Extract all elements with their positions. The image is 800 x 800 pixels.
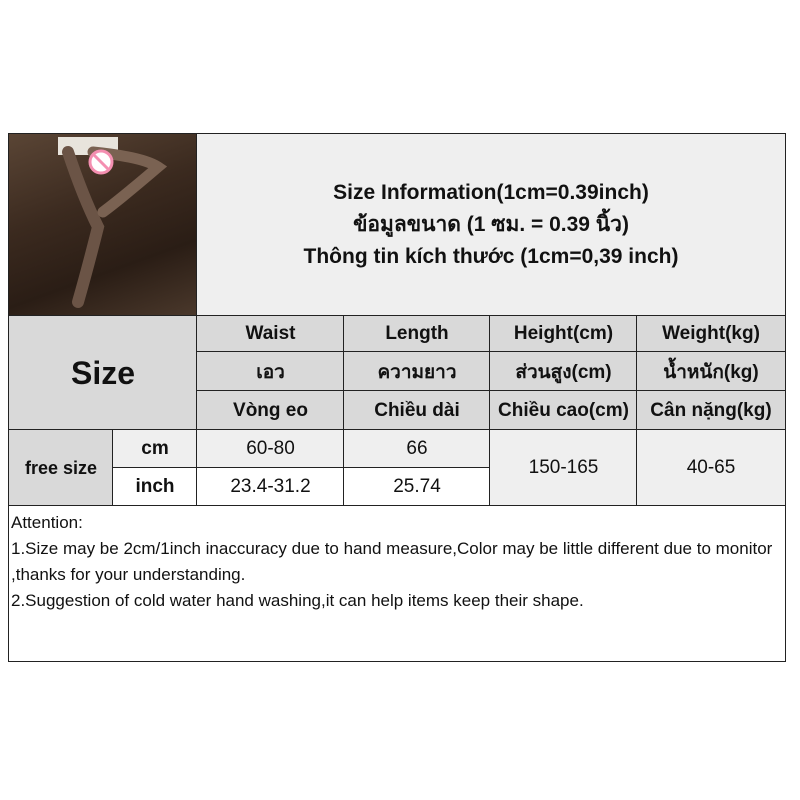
header-length: Length <box>343 315 491 353</box>
weight-value: 40-65 <box>636 429 786 507</box>
attention-note-1: 1.Size may be 2cm/1inch inaccuracy due t… <box>11 539 773 584</box>
header-waist: Waist <box>196 315 345 353</box>
attention-heading: Attention: <box>11 513 83 532</box>
header-length-thai: ความยาว <box>343 351 491 392</box>
attention-note-2: 2.Suggestion of cold water hand washing,… <box>11 591 584 610</box>
header-weight-vietnamese: Cân nặng(kg) <box>636 390 786 431</box>
product-photo <box>8 133 198 316</box>
unit-cm: cm <box>112 429 198 469</box>
unit-inch: inch <box>112 467 198 507</box>
title-english: Size Information(1cm=0.39inch) <box>333 180 649 204</box>
height-value: 150-165 <box>489 429 638 507</box>
header-weight: Weight(kg) <box>636 315 786 353</box>
waist-cm-value: 60-80 <box>196 429 345 469</box>
header-height-thai: ส่วนสูง(cm) <box>489 351 638 392</box>
size-label: Size <box>8 315 198 431</box>
title-thai: ข้อมูลขนาด (1 ซม. = 0.39 นิ้ว) <box>353 212 629 236</box>
model-legs-image <box>58 136 168 308</box>
header-waist-vietnamese: Vòng eo <box>196 390 345 431</box>
row-label-free-size: free size <box>8 429 114 507</box>
header-length-vietnamese: Chiều dài <box>343 390 491 431</box>
header-height-vietnamese: Chiều cao(cm) <box>489 390 638 431</box>
header-weight-thai: น้ำหนัก(kg) <box>636 351 786 392</box>
length-inch-value: 25.74 <box>343 467 491 507</box>
title-vietnamese: Thông tin kích thước (1cm=0,39 inch) <box>303 244 679 268</box>
length-cm-value: 66 <box>343 429 491 469</box>
header-waist-thai: เอว <box>196 351 345 392</box>
header-height: Height(cm) <box>489 315 638 353</box>
waist-inch-value: 23.4-31.2 <box>196 467 345 507</box>
size-information-title: Size Information(1cm=0.39inch) ข้อมูลขนา… <box>196 133 786 316</box>
attention-notes: Attention: 1.Size may be 2cm/1inch inacc… <box>8 505 786 662</box>
